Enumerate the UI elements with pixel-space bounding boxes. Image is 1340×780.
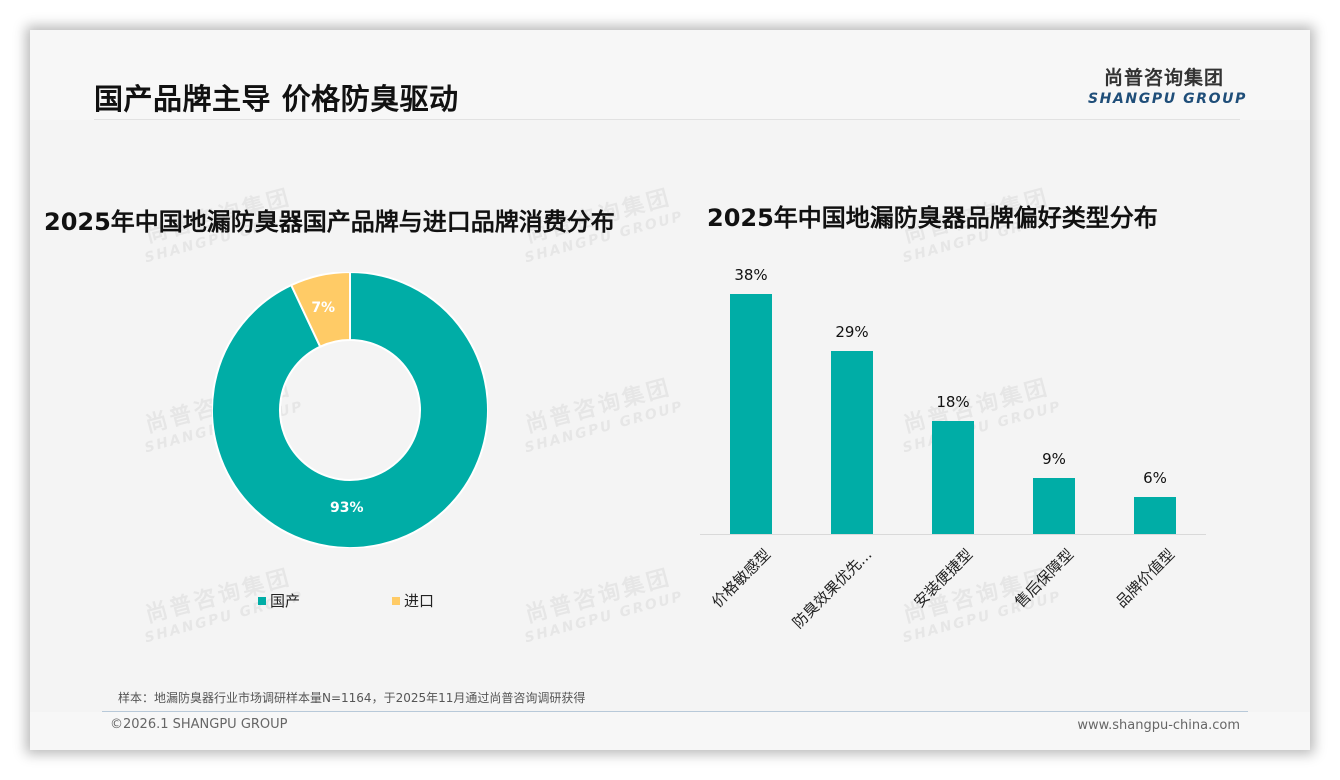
source-note: 样本：地漏防臭器行业市场调研样本量N=1164，于2025年11月通过尚普咨询调… <box>118 691 586 705</box>
legend-item-domestic: 国产 <box>258 590 300 611</box>
donut-label-import: 7% <box>311 299 336 316</box>
bar <box>1134 497 1176 535</box>
header-divider <box>94 119 1240 120</box>
x-axis-label: 安装便捷型 <box>910 545 977 612</box>
footer-band <box>30 712 1310 750</box>
bar-value-label: 9% <box>1042 450 1066 468</box>
logo-cn-text: 尚普咨询集团 <box>1103 67 1224 89</box>
company-logo: 尚普咨询集团 SHANGPU GROUP <box>1088 63 1247 107</box>
legend-swatch-yellow <box>392 596 400 605</box>
donut-svg <box>211 270 489 549</box>
x-axis-label: 价格敏感型 <box>708 545 775 612</box>
legend-swatch-teal <box>258 596 266 605</box>
bar-chart-title: 2025年中国地漏防臭器品牌偏好类型分布 <box>707 204 1158 232</box>
copyright: ©2026.1 SHANGPU GROUP <box>110 717 288 732</box>
bar-value-label: 38% <box>734 266 768 284</box>
donut-label-domestic: 93% <box>330 500 364 516</box>
website-link[interactable]: www.shangpu-china.com <box>1077 718 1240 733</box>
donut-slice-1 <box>289 270 351 348</box>
legend-item-import: 进口 <box>392 590 434 611</box>
bar <box>730 294 772 535</box>
donut-chart: 93% 7% <box>211 270 489 549</box>
bar-chart: 38% 29% 18% 9% 6% <box>700 260 1206 535</box>
bar-value-label: 18% <box>936 393 970 411</box>
header-band <box>30 30 1310 120</box>
x-axis-label: 防臭效果优先... <box>788 545 876 632</box>
bar-value-label: 6% <box>1143 469 1167 487</box>
donut-chart-title: 2025年中国地漏防臭器国产品牌与进口品牌消费分布 <box>44 208 615 236</box>
bar <box>932 421 974 535</box>
x-axis-label: 售后保障型 <box>1011 545 1078 612</box>
legend-label: 进口 <box>404 592 435 610</box>
bar <box>831 351 873 535</box>
logo-en-text: SHANGPU GROUP <box>1088 91 1247 107</box>
x-axis-label: 品牌价值型 <box>1112 545 1179 612</box>
slide: 国产品牌主导 价格防臭驱动 尚普咨询集团 SHANGPU GROUP 尚普咨询集… <box>30 30 1310 750</box>
footer-divider <box>102 711 1248 712</box>
bar <box>1033 478 1075 535</box>
donut-slice-0 <box>211 270 489 549</box>
bar-value-label: 29% <box>835 323 869 341</box>
page-title: 国产品牌主导 价格防臭驱动 <box>94 82 459 116</box>
legend-label: 国产 <box>270 592 301 610</box>
x-axis-line <box>700 534 1206 535</box>
